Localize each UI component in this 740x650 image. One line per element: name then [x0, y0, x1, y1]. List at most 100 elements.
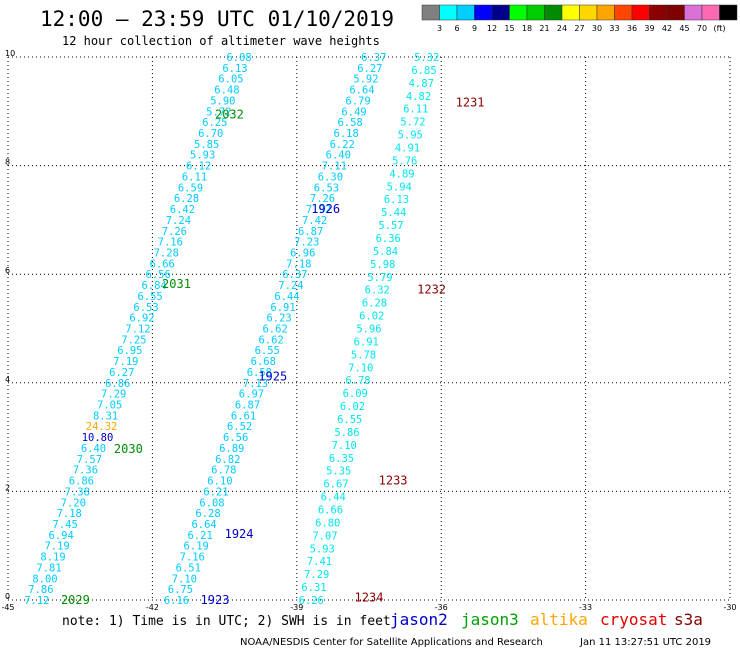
wave-height-value: 6.86	[105, 378, 130, 390]
wave-height-value: 6.23	[266, 313, 291, 325]
y-tick-label: 10	[5, 49, 15, 58]
wave-height-value: 8.00	[32, 573, 57, 585]
wave-height-value: 6.75	[168, 584, 193, 596]
wave-height-value: 6.84	[141, 280, 166, 292]
wave-height-value: 7.18	[286, 258, 311, 270]
wave-height-value: 5.72	[206, 106, 231, 118]
wave-height-value: 7.19	[44, 541, 69, 553]
y-tick-label: 8	[5, 158, 10, 167]
legend-swatch	[561, 4, 580, 21]
wave-height-value: 6.37	[282, 269, 307, 281]
wave-height-value: 6.44	[321, 492, 346, 504]
x-tick-label: -39	[290, 603, 303, 612]
wave-height-value: 6.66	[150, 258, 175, 270]
wave-height-value: 6.40	[81, 443, 106, 455]
wave-height-value: 6.62	[259, 334, 284, 346]
wave-height-value: 7.13	[243, 378, 268, 390]
wave-height-value: 5.35	[326, 466, 351, 478]
wave-height-value: 6.96	[290, 247, 315, 259]
x-tick-label: -42	[146, 603, 159, 612]
wave-height-value: 6.21	[187, 530, 212, 542]
legend-label: 12	[487, 24, 497, 33]
legend-label: 15	[504, 24, 514, 33]
wave-height-value: 6.12	[186, 161, 211, 173]
pass-time-label: 2030	[114, 442, 143, 456]
wave-height-value: 6.18	[334, 128, 359, 140]
legend-swatch	[631, 4, 650, 21]
wave-height-value: 5.86	[334, 427, 359, 439]
wave-height-value: 7.05	[97, 400, 122, 412]
timestamp: Jan 11 13:27:51 UTC 2019	[579, 637, 711, 648]
satellite-name: jason3	[461, 610, 519, 629]
wave-height-value: 6.82	[215, 454, 240, 466]
wave-height-value: 5.84	[373, 246, 398, 258]
legend-label: 3	[437, 24, 442, 33]
wave-height-value: 7.86	[28, 584, 53, 596]
legend-label: (ft)	[713, 24, 725, 33]
satellite-name: jason2	[390, 610, 448, 629]
legend-label: 42	[662, 24, 672, 33]
wave-height-value: 6.56	[146, 269, 171, 281]
wave-height-value: 6.36	[376, 233, 401, 245]
wave-height-value: 7.07	[312, 530, 337, 542]
wave-height-value: 7.36	[73, 465, 98, 477]
wave-height-value: 6.53	[133, 302, 158, 314]
wave-height-value: 6.78	[211, 465, 236, 477]
wave-height-value: 4.89	[389, 168, 414, 180]
wave-height-value: 5.92	[353, 74, 378, 86]
wave-height-value: 7.20	[61, 497, 86, 509]
wave-height-value: 5.76	[392, 155, 417, 167]
wave-height-value: 7.12	[125, 324, 150, 336]
wave-height-value: 6.08	[199, 497, 224, 509]
wave-height-value: 7.24	[166, 215, 191, 227]
wave-height-value: 6.51	[176, 562, 201, 574]
wave-height-value: 6.27	[357, 63, 382, 75]
legend-swatch	[421, 4, 440, 21]
track-jason2: 6.166.757.106.517.166.196.216.646.286.08…	[164, 52, 387, 607]
axis-ticks: -45 -42 -39 -36 -33 -30 0 2 4 6 8 10	[1, 49, 736, 612]
wave-height-value: 6.79	[345, 95, 370, 107]
wave-height-value: 6.67	[323, 479, 348, 491]
pass-time-label: 1232	[417, 282, 446, 296]
wave-height-value: 6.70	[198, 128, 223, 140]
satellite-name: cryosat	[600, 610, 667, 629]
wave-height-value: 7.11	[322, 161, 347, 173]
wave-height-value: 4.82	[406, 91, 431, 103]
pass-labels: 2029 2030 2031 2032 1923 1924 1925 1926 1234 1233…	[61, 96, 485, 607]
y-tick-label: 0	[5, 592, 10, 601]
wave-height-value: 6.21	[203, 486, 228, 498]
wave-height-value: 7.24	[278, 280, 303, 292]
wave-height-value: 6.89	[219, 443, 244, 455]
wave-height-value: 6.53	[314, 182, 339, 194]
wave-height-value: 5.95	[398, 130, 423, 142]
legend-swatch	[649, 4, 668, 21]
wave-height-value: 6.13	[222, 63, 247, 75]
wave-height-value: 4.91	[395, 143, 420, 155]
wave-height-value: 5.93	[310, 543, 335, 555]
pass-time-label: 1924	[225, 527, 254, 541]
wave-height-value: 6.91	[354, 336, 379, 348]
wave-height-value: 7.92	[306, 204, 331, 216]
wave-height-value: 6.31	[301, 582, 326, 594]
legend-label: 36	[627, 24, 637, 33]
wave-height-value: 5.79	[367, 272, 392, 284]
wave-height-value: 6.27	[109, 367, 134, 379]
pass-time-label: 1231	[456, 96, 485, 110]
pass-time-label: 1233	[379, 474, 408, 488]
wave-height-value: 6.64	[191, 519, 216, 531]
wave-height-value: 6.92	[129, 313, 154, 325]
pass-time-label: 2031	[162, 277, 191, 291]
wave-height-value: 6.87	[235, 400, 260, 412]
altimeter-tracks: 7.127.868.007.818.197.196.947.457.187.20…	[24, 52, 439, 607]
legend-label: 6	[454, 24, 459, 33]
wave-height-value: 6.16	[164, 595, 189, 607]
wave-height-value: 7.26	[310, 193, 335, 205]
legend-swatch	[456, 4, 475, 21]
pass-time-label: 1926	[311, 202, 340, 216]
wave-height-value: 5.44	[381, 207, 406, 219]
wave-height-value: 6.08	[226, 52, 251, 64]
wave-height-value: 10.80	[82, 432, 114, 444]
wave-height-value: 5.72	[400, 117, 425, 129]
wave-height-value: 7.10	[332, 440, 357, 452]
wave-height-value: 6.80	[315, 517, 340, 529]
